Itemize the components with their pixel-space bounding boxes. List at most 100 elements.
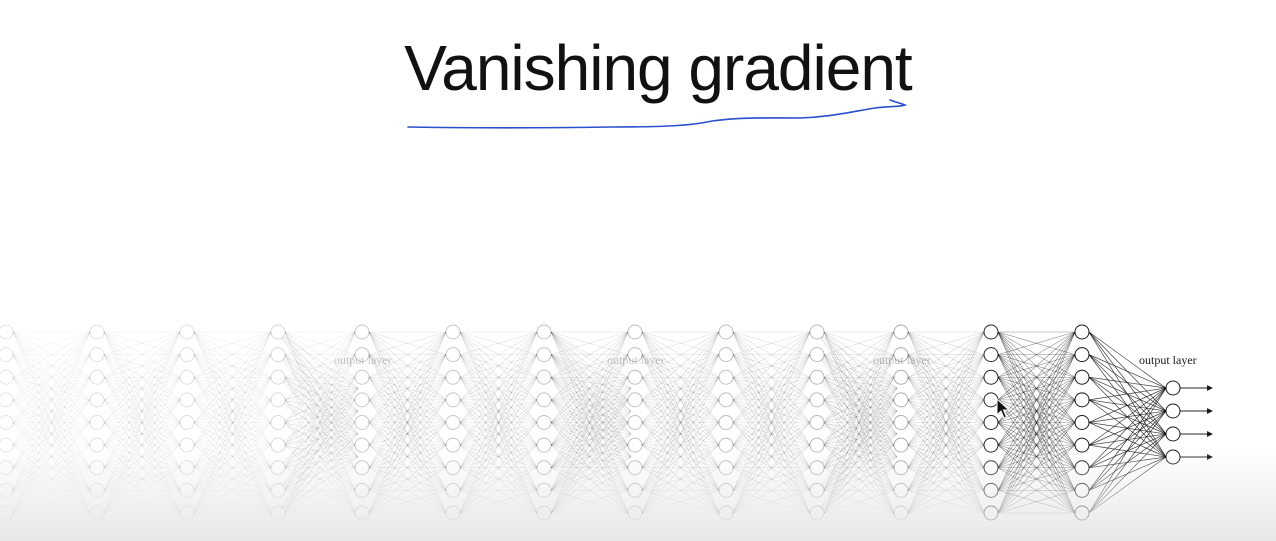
connection-line (823, 399, 895, 446)
connection-line (997, 422, 1076, 446)
connection-line (193, 399, 272, 423)
connection-line (12, 354, 91, 468)
connection-line (193, 331, 272, 423)
connection-line (103, 331, 181, 423)
connection-line (368, 331, 447, 468)
connection-line (368, 399, 447, 446)
connection-line (284, 354, 356, 468)
connection-line (284, 422, 356, 446)
neuron (445, 505, 461, 521)
connection-line (12, 331, 91, 468)
neuron (270, 505, 286, 521)
connection-line (823, 331, 895, 355)
connection-line (459, 354, 538, 423)
neuron (354, 324, 370, 340)
connection-line (459, 354, 538, 378)
connection-line (284, 331, 356, 355)
connection-line (907, 331, 985, 468)
connection-line (550, 354, 632, 458)
connection-line (997, 331, 1076, 378)
neuron (536, 482, 552, 498)
connection-line (907, 376, 985, 401)
connection-line (732, 422, 811, 446)
connection-line (12, 399, 91, 423)
connection-line (823, 354, 895, 446)
connection-line (284, 354, 356, 378)
connection-line (277, 331, 359, 389)
connection-line (823, 399, 895, 423)
connection-line (459, 399, 538, 446)
connection-line (641, 354, 720, 423)
connection-line (997, 354, 1076, 468)
connection-line (816, 354, 898, 412)
neuron (1074, 505, 1090, 521)
connection-line (193, 354, 272, 423)
connection-line (193, 376, 272, 401)
connection-line (641, 376, 720, 423)
connection-line (907, 331, 985, 401)
connection-line (12, 331, 91, 355)
connection-line (277, 331, 359, 435)
neuron (983, 369, 999, 385)
connection-line (1088, 387, 1167, 446)
connection-line (103, 399, 181, 423)
connection-line (103, 331, 181, 355)
neuron (445, 482, 461, 498)
neuron (718, 347, 734, 363)
connection-line (12, 331, 91, 468)
neuron (270, 415, 286, 430)
neuron (179, 324, 195, 340)
neuron (809, 505, 825, 521)
connection-line (550, 354, 629, 468)
connection-line (997, 331, 1076, 378)
connection-line (459, 376, 538, 401)
connection-line (368, 331, 447, 355)
connection-line (641, 354, 720, 446)
connection-line (459, 422, 538, 446)
connection-line (550, 399, 629, 446)
connection-line (193, 331, 272, 468)
connection-line (907, 331, 985, 446)
connection-line (907, 377, 985, 446)
connection-line (193, 331, 272, 446)
connection-line (12, 399, 91, 446)
connection-line (368, 331, 447, 446)
connection-line (550, 354, 629, 468)
connection-line (1088, 387, 1167, 423)
neuron (0, 460, 14, 476)
connection-line (284, 354, 356, 378)
connection-line (284, 331, 356, 423)
connection-line (284, 399, 356, 446)
connection-line (641, 399, 720, 423)
connection-line (641, 399, 720, 446)
connection-line (641, 354, 720, 378)
connection-line (732, 354, 811, 401)
connection-line (277, 387, 359, 401)
connection-line (284, 331, 356, 378)
neuron (809, 437, 825, 453)
neuron (809, 347, 825, 363)
connection-line (103, 354, 181, 423)
connection-line (277, 377, 359, 435)
connection-line (823, 354, 895, 446)
neuron (718, 324, 734, 340)
connection-line (641, 331, 720, 401)
neuron (627, 347, 643, 363)
connection-line (732, 331, 811, 378)
connection-line (823, 399, 895, 423)
connection-line (823, 331, 895, 378)
connection-line (550, 331, 629, 446)
neuron (627, 505, 643, 521)
connection-line (368, 399, 447, 446)
connection-line (732, 354, 811, 423)
connection-line (284, 376, 356, 423)
connection-line (732, 376, 811, 423)
connection-line (550, 433, 632, 446)
connection-line (12, 422, 91, 446)
connection-line (284, 354, 356, 446)
connection-line (1088, 433, 1167, 514)
connection-line (816, 354, 898, 389)
connection-line (823, 354, 895, 423)
neuron (179, 347, 195, 363)
connection-line (641, 331, 720, 446)
